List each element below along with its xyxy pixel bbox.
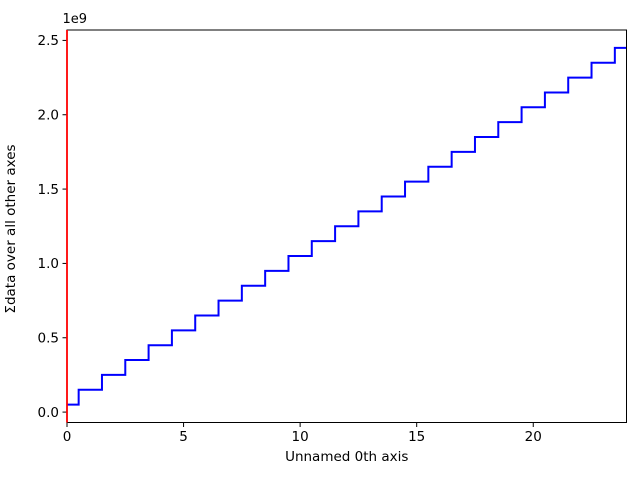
ticklabel-layer: 0 5 10 15 20 0.0 0.5 1.0 1.5 2.0 2.5	[38, 33, 542, 445]
x-tick-label: 20	[525, 429, 542, 445]
axes-layer	[62, 29, 627, 427]
x-tick-label: 5	[179, 429, 188, 445]
y-tick-label: 2.0	[38, 108, 59, 124]
x-tick-label: 0	[63, 429, 72, 445]
y-tick-label: 1.5	[38, 182, 59, 198]
y-axis-offset-text: 1e9	[63, 12, 88, 27]
x-tick-label: 10	[292, 429, 309, 445]
y-axis-label: Σdata over all other axes	[3, 144, 19, 313]
y-tick-label: 0.5	[38, 331, 59, 347]
y-tick-label: 2.5	[38, 33, 59, 49]
series-layer	[67, 46, 627, 406]
x-tick-label: 15	[408, 429, 425, 445]
y-tick-label: 0.0	[38, 405, 59, 421]
step-line	[67, 46, 627, 406]
x-axis-label: Unnamed 0th axis	[285, 449, 408, 465]
y-tick-label: 1.0	[38, 256, 59, 272]
